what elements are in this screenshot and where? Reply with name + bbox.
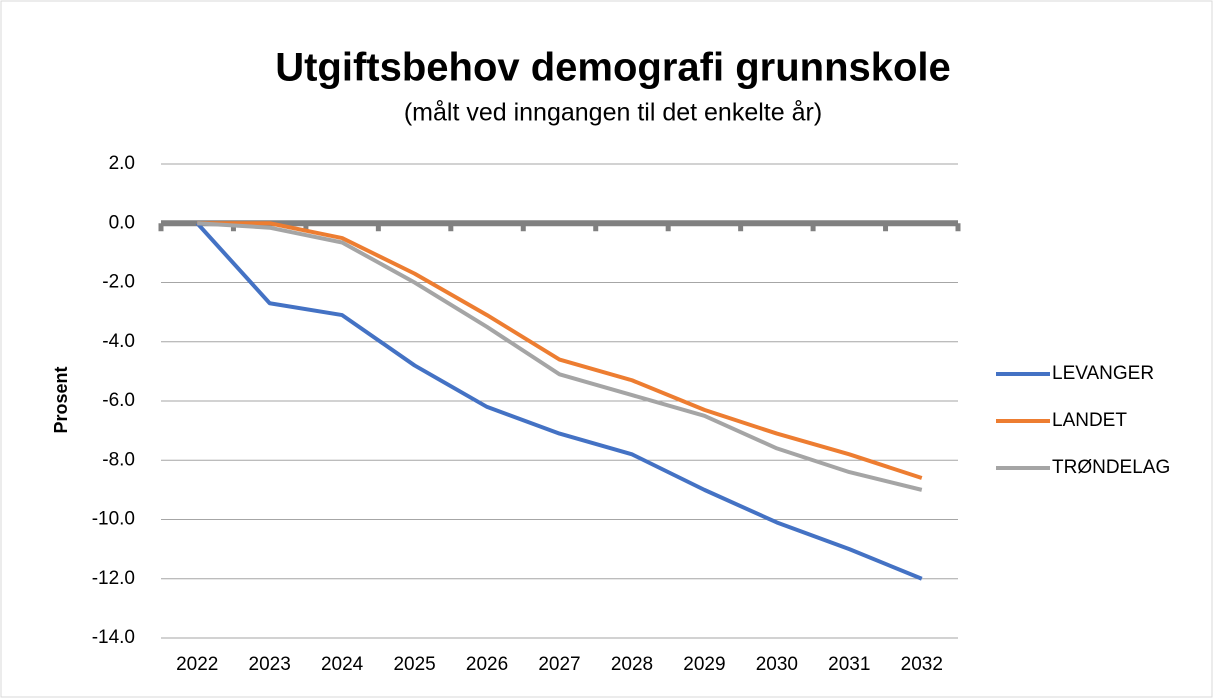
x-tick-label: 2023 [249,654,291,675]
x-tick-label: 2028 [611,654,653,675]
y-tick-label: -14.0 [92,627,135,648]
series-line [195,221,923,581]
y-tick-label: 2.0 [109,153,135,174]
legend-label: TRØNDELAG [1052,457,1170,478]
x-tick-label: 2024 [321,654,364,675]
y-axis-title: Prosent [51,366,71,433]
chart-title: Utgiftsbehov demografi grunnskole [275,46,951,90]
series-line [197,221,923,480]
y-tick-label: -12.0 [92,568,135,589]
y-tick-label: -10.0 [92,509,135,530]
x-tick-label: 2030 [756,654,798,675]
y-tick-label: 0.0 [109,212,135,233]
x-tick-label: 2026 [466,654,508,675]
x-tick-label: 2025 [393,654,435,675]
series-line [197,221,923,492]
x-tick-label: 2027 [538,654,580,675]
x-tick-label: 2022 [176,654,218,675]
x-tick-label: 2031 [828,654,870,675]
y-tick-label: -6.0 [102,390,135,411]
y-tick-label: -2.0 [102,272,135,293]
y-tick-label: -4.0 [102,331,135,352]
x-tick-label: 2032 [901,654,943,675]
x-tick-label: 2029 [683,654,725,675]
legend-label: LANDET [1052,410,1127,431]
legend-label: LEVANGER [1052,363,1154,384]
chart-subtitle: (målt ved inngangen til det enkelte år) [404,99,822,127]
y-tick-label: -8.0 [102,449,135,470]
